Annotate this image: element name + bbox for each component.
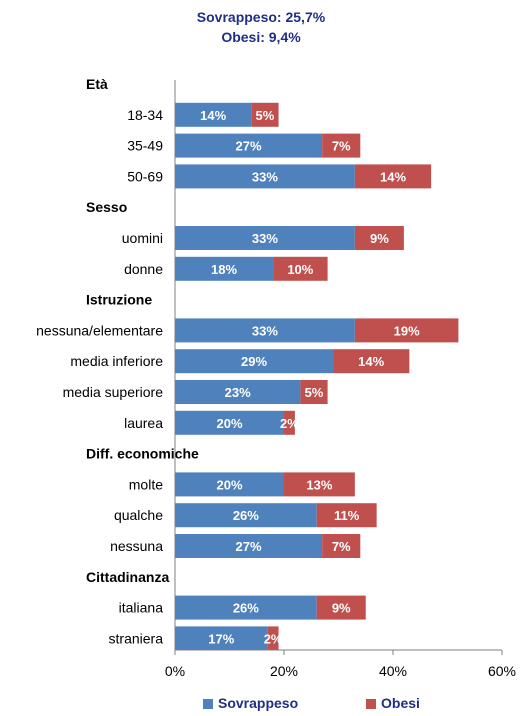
bar-value-label: 33%	[252, 169, 278, 184]
bar-sovrappeso	[175, 503, 317, 528]
bar-value-label: 17%	[208, 631, 234, 646]
group-label: Sesso	[86, 199, 127, 215]
bar-obesi	[251, 102, 279, 127]
bar-sovrappeso	[175, 410, 284, 435]
bar-value-label: 26%	[233, 601, 259, 616]
x-tick-label: 20%	[270, 663, 298, 679]
category-label: media superiore	[63, 384, 164, 400]
bar-value-label: 11%	[334, 508, 360, 523]
x-tick-label: 40%	[379, 663, 407, 679]
bar-obesi	[354, 318, 459, 343]
category-label: donne	[124, 261, 163, 277]
group-label: Età	[86, 76, 108, 92]
category-label: laurea	[124, 415, 163, 431]
bar-value-label: 9%	[370, 231, 389, 246]
bar-obesi	[273, 256, 328, 281]
bar-obesi	[354, 226, 404, 250]
bar-obesi	[316, 503, 377, 528]
category-label: qualche	[114, 507, 163, 523]
bar-value-label: 10%	[287, 262, 313, 277]
bar-value-label: 7%	[332, 139, 351, 154]
bar-obesi	[354, 164, 432, 189]
bar-sovrappeso	[175, 102, 252, 127]
category-label: 50-69	[127, 168, 163, 184]
bar-value-label: 27%	[236, 539, 262, 554]
category-label: nessuna/elementare	[36, 322, 163, 338]
bar-obesi	[267, 626, 279, 651]
bar-sovrappeso	[175, 472, 284, 497]
bar-value-label: 20%	[216, 477, 242, 492]
bar-sovrappeso	[175, 164, 355, 189]
bar-value-label: 13%	[306, 477, 332, 492]
bar-sovrappeso	[175, 318, 355, 343]
bar-value-label: 29%	[241, 354, 267, 369]
group-label: Diff. economiche	[86, 446, 199, 462]
bar-value-label: 5%	[305, 385, 324, 400]
legend-label-obesi: Obesi	[381, 695, 420, 711]
chart-title-line-2: Obesi: 9,4%	[221, 29, 301, 45]
bar-value-label: 14%	[200, 108, 226, 123]
bar-obesi	[284, 472, 355, 497]
category-label: italiana	[119, 600, 164, 616]
bar-sovrappeso	[175, 534, 323, 558]
bar-value-label: 5%	[256, 108, 275, 123]
category-label: nessuna	[110, 538, 163, 554]
category-label: uomini	[122, 230, 163, 246]
bar-sovrappeso	[175, 256, 274, 281]
bar-value-label: 23%	[225, 385, 251, 400]
bar-value-label: 33%	[252, 323, 278, 338]
bar-sovrappeso	[175, 626, 268, 651]
category-label: 35-49	[127, 138, 163, 154]
group-label: Istruzione	[86, 292, 152, 308]
x-tick-label: 60%	[488, 663, 516, 679]
category-label: straniera	[109, 630, 164, 646]
bar-value-label: 27%	[236, 139, 262, 154]
bar-obesi	[322, 133, 361, 158]
bar-sovrappeso	[175, 133, 323, 158]
legend-swatch-obesi	[366, 699, 376, 709]
bar-value-label: 19%	[394, 323, 420, 338]
bar-value-label: 18%	[211, 262, 237, 277]
bar-value-label: 2%	[280, 416, 299, 431]
chart-title-line-1: Sovrappeso: 25,7%	[196, 9, 326, 25]
bar-value-label: 20%	[216, 416, 242, 431]
legend-label-sovrappeso: Sovrappeso	[218, 695, 298, 711]
bar-sovrappeso	[175, 226, 355, 250]
bar-obesi	[333, 349, 410, 374]
bar-value-label: 33%	[252, 231, 278, 246]
bar-sovrappeso	[175, 595, 317, 620]
bar-value-label: 7%	[332, 539, 351, 554]
bar-value-label: 9%	[332, 601, 351, 616]
bar-value-label: 14%	[380, 169, 406, 184]
bar-obesi	[284, 410, 295, 435]
bar-sovrappeso	[175, 349, 334, 374]
category-label: molte	[129, 476, 163, 492]
group-label: Cittadinanza	[86, 569, 169, 585]
category-label: 18-34	[127, 107, 163, 123]
bar-value-label: 14%	[358, 354, 384, 369]
bar-obesi	[322, 534, 361, 558]
bar-value-label: 2%	[264, 631, 283, 646]
bar-sovrappeso	[175, 380, 301, 404]
bar-obesi	[300, 380, 328, 404]
category-label: media inferiore	[70, 353, 163, 369]
legend-swatch-sovrappeso	[203, 699, 213, 709]
bar-obesi	[316, 595, 366, 620]
x-tick-label: 0%	[165, 663, 185, 679]
bar-value-label: 26%	[233, 508, 259, 523]
